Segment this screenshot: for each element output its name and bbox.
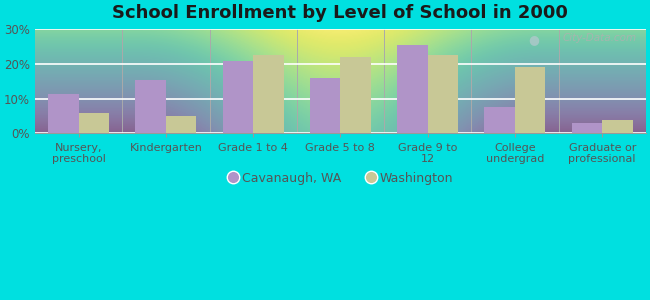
- Text: ●: ●: [528, 33, 539, 46]
- Text: City-Data.com: City-Data.com: [562, 33, 636, 43]
- Bar: [166, 116, 196, 134]
- Legend: Cavanaugh, WA, Washington: Cavanaugh, WA, Washington: [223, 167, 458, 190]
- Bar: [602, 120, 632, 134]
- Bar: [135, 80, 166, 134]
- Bar: [484, 107, 515, 134]
- Bar: [341, 57, 371, 134]
- Bar: [571, 123, 602, 134]
- Bar: [397, 45, 428, 134]
- Bar: [310, 78, 341, 134]
- Bar: [48, 94, 79, 134]
- Bar: [79, 112, 109, 134]
- Title: School Enrollment by Level of School in 2000: School Enrollment by Level of School in …: [112, 4, 568, 22]
- Bar: [428, 55, 458, 134]
- Bar: [253, 55, 283, 134]
- Bar: [223, 61, 253, 134]
- Bar: [515, 68, 545, 134]
